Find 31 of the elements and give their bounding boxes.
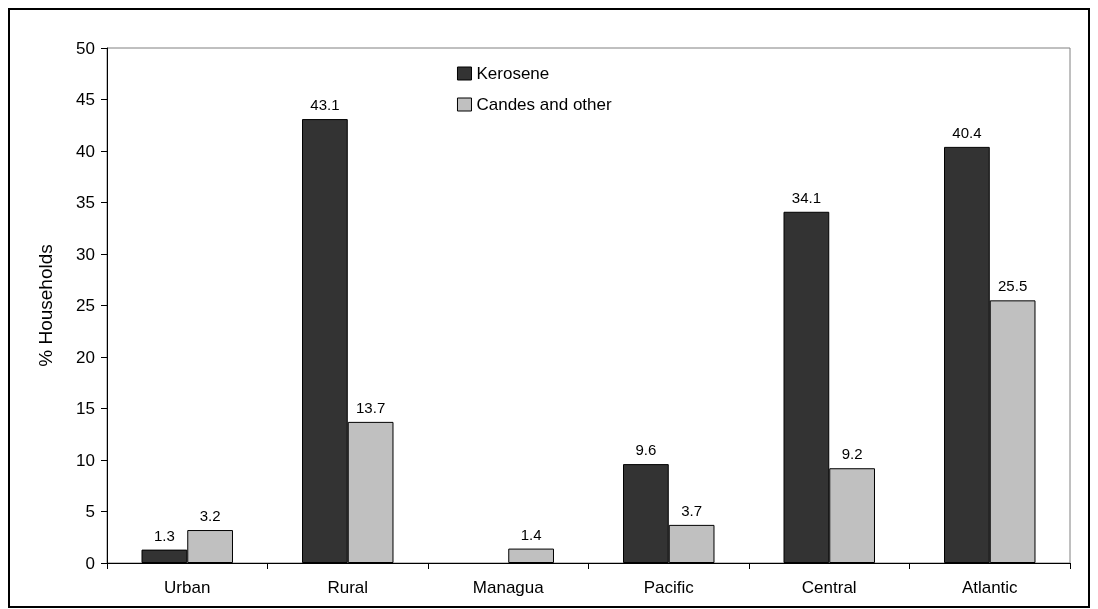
legend-label: Candes and other xyxy=(476,95,612,114)
x-tick-label: Atlantic xyxy=(961,578,1019,597)
data-label: 13.7 xyxy=(356,398,386,416)
legend-label: Kerosene xyxy=(476,64,550,83)
x-tick-label: Rural xyxy=(327,578,369,597)
data-label: 43.1 xyxy=(310,96,340,114)
y-tick-label: 10 xyxy=(76,450,95,470)
y-tick-label: 45 xyxy=(76,90,95,109)
data-label: 3.2 xyxy=(199,507,221,525)
x-tick-label: Central xyxy=(801,578,857,597)
y-tick-label: 40 xyxy=(76,141,95,161)
y-tick-label: 50 xyxy=(76,38,95,58)
data-label: 9.6 xyxy=(635,441,657,459)
data-label: 1.4 xyxy=(520,525,542,543)
y-tick-label: 0 xyxy=(85,553,95,573)
y-tick-label: 15 xyxy=(76,399,95,418)
y-tick-label: 30 xyxy=(76,244,95,264)
y-tick-label: 5 xyxy=(85,502,95,521)
data-label: 3.7 xyxy=(681,501,703,519)
x-tick-label: Urban xyxy=(164,578,211,597)
data-label: 40.4 xyxy=(952,123,982,141)
y-tick-label: 20 xyxy=(76,347,95,367)
y-tick-label: 35 xyxy=(76,193,95,212)
y-tick-label: 25 xyxy=(76,296,95,315)
data-label: 9.2 xyxy=(841,445,863,463)
y-axis-title: % Households xyxy=(35,244,56,367)
data-label: 1.3 xyxy=(153,526,175,544)
x-tick-label: Pacific xyxy=(643,578,695,597)
x-tick-label: Managua xyxy=(472,578,545,597)
data-label: 34.1 xyxy=(791,188,821,206)
data-label: 25.5 xyxy=(998,277,1028,295)
